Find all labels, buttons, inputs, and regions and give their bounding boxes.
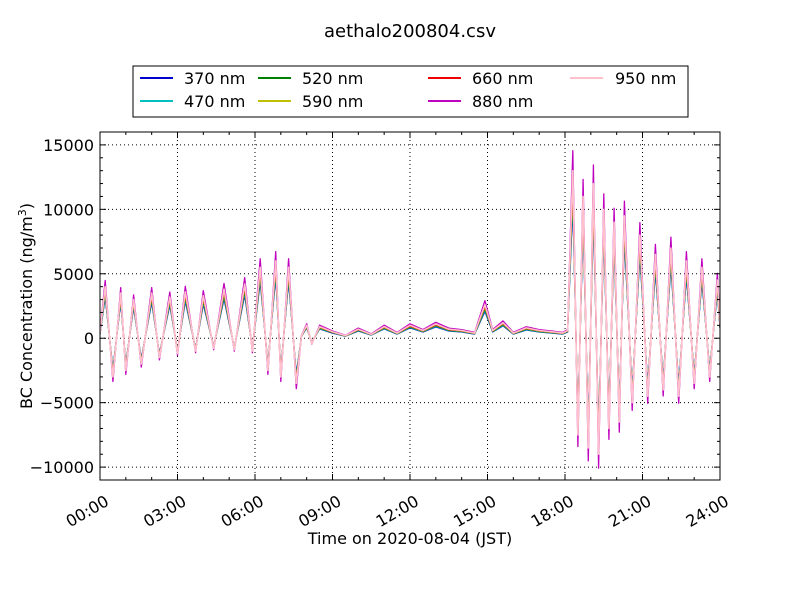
- x-tick-label: 15:00: [450, 491, 499, 531]
- series-line-660-nm: [100, 178, 720, 450]
- y-axis-label-main: BC Concentration (ng/m: [17, 216, 36, 409]
- y-tick-label: 15000: [43, 136, 94, 155]
- x-tick-label: 12:00: [373, 491, 422, 531]
- y-tick-label: 0: [84, 329, 94, 348]
- x-tick-label: 03:00: [140, 491, 189, 531]
- x-tick-label: 00:00: [63, 491, 112, 531]
- y-tick-label: −5000: [40, 394, 94, 413]
- legend-label: 370 nm: [184, 69, 245, 88]
- legend-label: 950 nm: [615, 69, 676, 88]
- x-tick-labels: 00:00 03:00 06:00 09:00 12:00 15:00 18:00 21:00…: [63, 491, 732, 531]
- x-tick-label: 06:00: [218, 491, 267, 531]
- x-tick-label: 18:00: [528, 491, 577, 531]
- y-tick-label: 5000: [53, 265, 94, 284]
- x-tick-label: 24:00: [683, 491, 732, 531]
- legend-label: 880 nm: [472, 92, 533, 111]
- y-tick-label: −10000: [30, 458, 94, 477]
- axis-ticks: [99, 131, 721, 481]
- legend-frame: [132, 65, 689, 118]
- series-layer: [100, 149, 720, 469]
- legend-label: 470 nm: [184, 92, 245, 111]
- legend-label: 590 nm: [302, 92, 363, 111]
- legend-label: 660 nm: [472, 69, 533, 88]
- grid-lines: [100, 132, 720, 480]
- x-tick-label: 21:00: [605, 491, 654, 531]
- chart-title: aethalo200804.csv: [324, 21, 496, 42]
- x-axis-label: Time on 2020-08-04 (JST): [307, 529, 512, 548]
- y-axis-label-tail: ): [17, 203, 36, 209]
- legend-label: 520 nm: [302, 69, 363, 88]
- series-line-590-nm: [100, 183, 720, 446]
- x-tick-label: 09:00: [295, 491, 344, 531]
- y-axis-label: BC Concentration (ng/m3): [16, 203, 36, 409]
- y-tick-labels: −10000 −5000 0 5000 10000 15000: [30, 136, 94, 477]
- y-axis-label-sup: 3: [16, 209, 29, 216]
- y-tick-label: 10000: [43, 200, 94, 219]
- series-line-950-nm: [100, 169, 720, 456]
- legend: 370 nm 470 nm 520 nm 590 nm 660 nm 880 nm 950 …: [132, 65, 689, 118]
